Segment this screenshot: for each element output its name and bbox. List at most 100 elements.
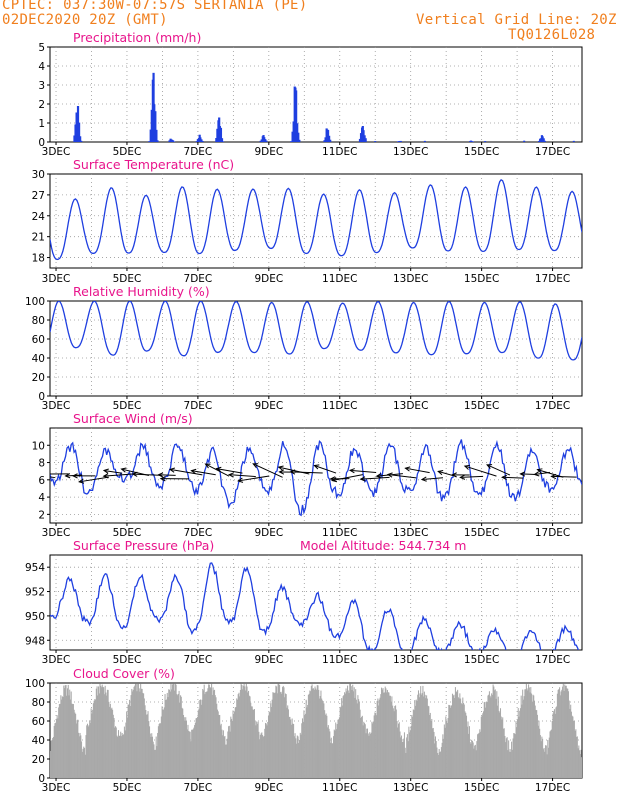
cloud-bar	[143, 693, 145, 778]
series-line	[50, 562, 580, 650]
cloud-bar	[279, 684, 281, 778]
cloud-bar	[134, 685, 136, 778]
cloud-bar	[451, 693, 453, 778]
x-tick-label: 13DEC	[393, 527, 428, 539]
wind-arrow-head	[278, 469, 285, 475]
cloud-bar	[553, 711, 555, 778]
cloud-bar	[149, 726, 151, 778]
wind-arrow-head	[313, 464, 320, 470]
cloud-bar	[173, 683, 175, 778]
cloud-bar	[282, 685, 284, 778]
cloud-bar	[511, 749, 513, 778]
wind-arrow-head	[168, 467, 176, 473]
cloud-bar	[539, 728, 541, 778]
cloud-bar	[168, 689, 170, 778]
cloud-bar	[409, 730, 411, 778]
cloud-bar	[197, 716, 199, 778]
x-tick-label: 3DEC	[42, 273, 71, 285]
cloud-bar	[364, 724, 366, 778]
x-tick-label: 5DEC	[113, 273, 142, 285]
cloud-bar	[283, 687, 285, 778]
cloud-bar	[159, 723, 161, 778]
cloud-bar	[139, 691, 141, 778]
y-tick-label: 948	[25, 635, 45, 647]
cloud-bar	[319, 696, 321, 778]
panel-5: Surface Pressure (hPa) Model Altitude: 54…	[25, 538, 583, 666]
cloud-bar	[191, 729, 193, 778]
header-date: 02DEC2020 20Z (GMT)	[2, 12, 168, 28]
cloud-bar	[124, 730, 126, 778]
cloud-bar	[383, 692, 385, 778]
cloud-bar	[227, 731, 229, 778]
cloud-bar	[271, 699, 273, 778]
cloud-bar	[484, 701, 486, 778]
cloud-bar	[130, 695, 132, 778]
x-tick-label: 3DEC	[42, 782, 71, 794]
cloud-bar	[131, 688, 133, 778]
cloud-bar	[149, 733, 151, 778]
cloud-bar	[437, 752, 439, 778]
cloud-bar	[79, 732, 81, 778]
precip-bar	[328, 135, 331, 142]
cloud-bar	[263, 736, 265, 778]
cloud-bar	[160, 716, 162, 778]
cloud-bar	[88, 725, 90, 778]
cloud-bar	[340, 706, 342, 778]
header-location: CPTEC: 037:30W-07:57S SERTANIA (PE)	[2, 0, 308, 13]
cloud-bar	[165, 700, 167, 778]
cloud-bar	[123, 734, 125, 778]
wind-arrow-head	[71, 473, 78, 479]
cloud-bar	[229, 731, 231, 778]
cloud-bar	[228, 726, 230, 778]
wind-arrow-head	[215, 466, 222, 472]
cloud-bar	[499, 708, 502, 778]
cloud-bar	[171, 684, 173, 778]
cloud-bar	[576, 736, 578, 778]
cloud-bar	[78, 736, 80, 778]
precip-bar	[295, 90, 298, 142]
cloud-bar	[132, 689, 134, 778]
cloud-bar	[360, 717, 362, 778]
cloud-bar	[536, 714, 538, 778]
cloud-bar	[274, 692, 276, 778]
precip-bar	[80, 140, 83, 142]
cloud-bar	[482, 713, 484, 778]
wind-arrow-head	[131, 471, 138, 477]
cloud-bar	[207, 688, 209, 778]
cloud-bar	[450, 705, 452, 778]
cloud-bar	[183, 717, 185, 778]
cloud-bar	[573, 720, 575, 778]
cloud-bar	[525, 683, 527, 778]
cloud-bar	[299, 740, 301, 778]
wind-arrow	[132, 473, 163, 476]
cloud-bar	[257, 721, 259, 778]
cloud-bar	[287, 709, 289, 778]
cloud-bar	[242, 685, 244, 778]
cloud-bar	[93, 700, 95, 778]
cloud-bar	[193, 727, 195, 778]
cloud-bar	[290, 724, 292, 778]
cloud-bar	[86, 723, 88, 778]
precip-bar	[171, 140, 175, 142]
cloud-bar	[381, 689, 383, 778]
cloud-bar	[545, 745, 547, 778]
cloud-bar	[555, 707, 557, 778]
cloud-bar	[276, 686, 278, 778]
cloud-bar	[351, 689, 353, 778]
panel-frame	[49, 46, 583, 143]
cloud-bar	[265, 722, 267, 778]
cloud-bar	[117, 730, 120, 778]
cloud-bar	[406, 737, 408, 778]
cloud-bar	[67, 684, 69, 778]
cloud-bar	[449, 707, 451, 778]
cloud-bar	[397, 727, 399, 778]
cloud-bar	[512, 738, 514, 778]
cloud-bar	[56, 715, 58, 778]
cloud-bar	[342, 696, 344, 778]
cloud-bar	[70, 691, 72, 778]
cloud-bar	[266, 725, 268, 778]
wind-arrow	[205, 463, 230, 477]
cloud-bar	[116, 735, 118, 778]
wind-arrow	[314, 465, 337, 474]
wind-arrow	[79, 476, 109, 483]
